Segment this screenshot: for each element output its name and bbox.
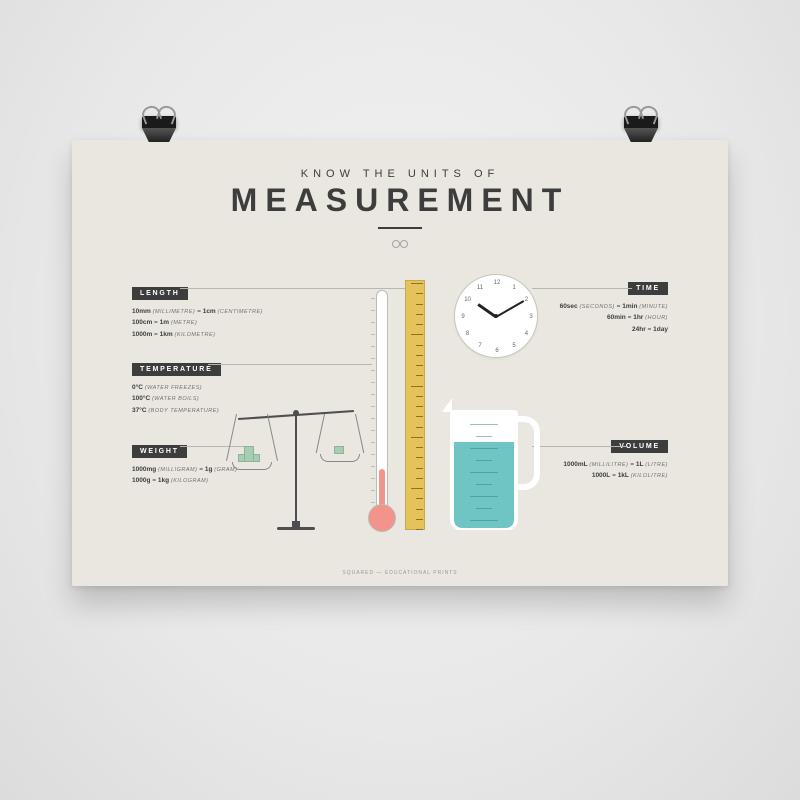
thermometer-icon (368, 290, 396, 532)
section-label-weight: WEIGHT (132, 445, 187, 458)
fact-temperature-0: 0°C (WATER FREEZES) (132, 382, 221, 393)
clock-number: 8 (466, 331, 469, 337)
clock-number: 9 (461, 314, 464, 320)
clock-number: 12 (494, 280, 501, 286)
clock-number: 3 (529, 314, 532, 320)
connector-temperature (208, 364, 372, 365)
title: MEASUREMENT (72, 182, 728, 219)
fact-temperature-1: 100°C (WATER BOILS) (132, 393, 221, 404)
section-weight: WEIGHT 1000mg (MILLIGRAM) = 1g (GRAM)1000… (132, 440, 237, 487)
clock-number: 4 (525, 331, 528, 337)
balance-scale-icon (238, 408, 354, 530)
title-rule (378, 227, 422, 229)
connector-volume (532, 446, 628, 447)
clock-number: 6 (495, 348, 498, 354)
clock-number: 1 (512, 285, 515, 291)
clock-number: 11 (477, 285, 483, 291)
logo-icon (390, 239, 410, 249)
fact-length-0: 10mm (MILLIMETRE) = 1cm (CENTIMETRE) (132, 306, 263, 317)
ruler-icon (405, 280, 425, 530)
clock-number: 10 (464, 297, 471, 303)
section-label-time: TIME (628, 282, 668, 295)
fact-temperature-2: 37°C (BODY TEMPERATURE) (132, 405, 221, 416)
title-block: KNOW THE UNITS OF MEASUREMENT (72, 140, 728, 254)
measuring-jug-icon (450, 396, 546, 530)
subtitle: KNOW THE UNITS OF (72, 168, 728, 180)
footer-text: SQUARED — EDUCATIONAL PRINTS (342, 570, 457, 576)
binder-clip-right (624, 116, 658, 156)
clock-icon: 121234567891011 (454, 274, 538, 358)
fact-weight-1: 1000g = 1kg (KILOGRAM) (132, 475, 237, 486)
binder-clip-left (142, 116, 176, 156)
connector-length (180, 288, 405, 289)
clock-number: 5 (512, 343, 515, 349)
clock-number: 7 (478, 343, 481, 349)
clock-number: 2 (525, 297, 528, 303)
poster: KNOW THE UNITS OF MEASUREMENT LENGTH10mm… (72, 140, 728, 586)
fact-length-1: 100cm = 1m (METRE) (132, 317, 263, 328)
section-length: LENGTH10mm (MILLIMETRE) = 1cm (CENTIMETR… (132, 282, 263, 340)
section-temperature: TEMPERATURE0°C (WATER FREEZES)100°C (WAT… (132, 358, 221, 416)
fact-weight-0: 1000mg (MILLIGRAM) = 1g (GRAM) (132, 464, 237, 475)
fact-length-2: 1000m = 1km (KILOMETRE) (132, 329, 263, 340)
connector-time (532, 288, 632, 289)
